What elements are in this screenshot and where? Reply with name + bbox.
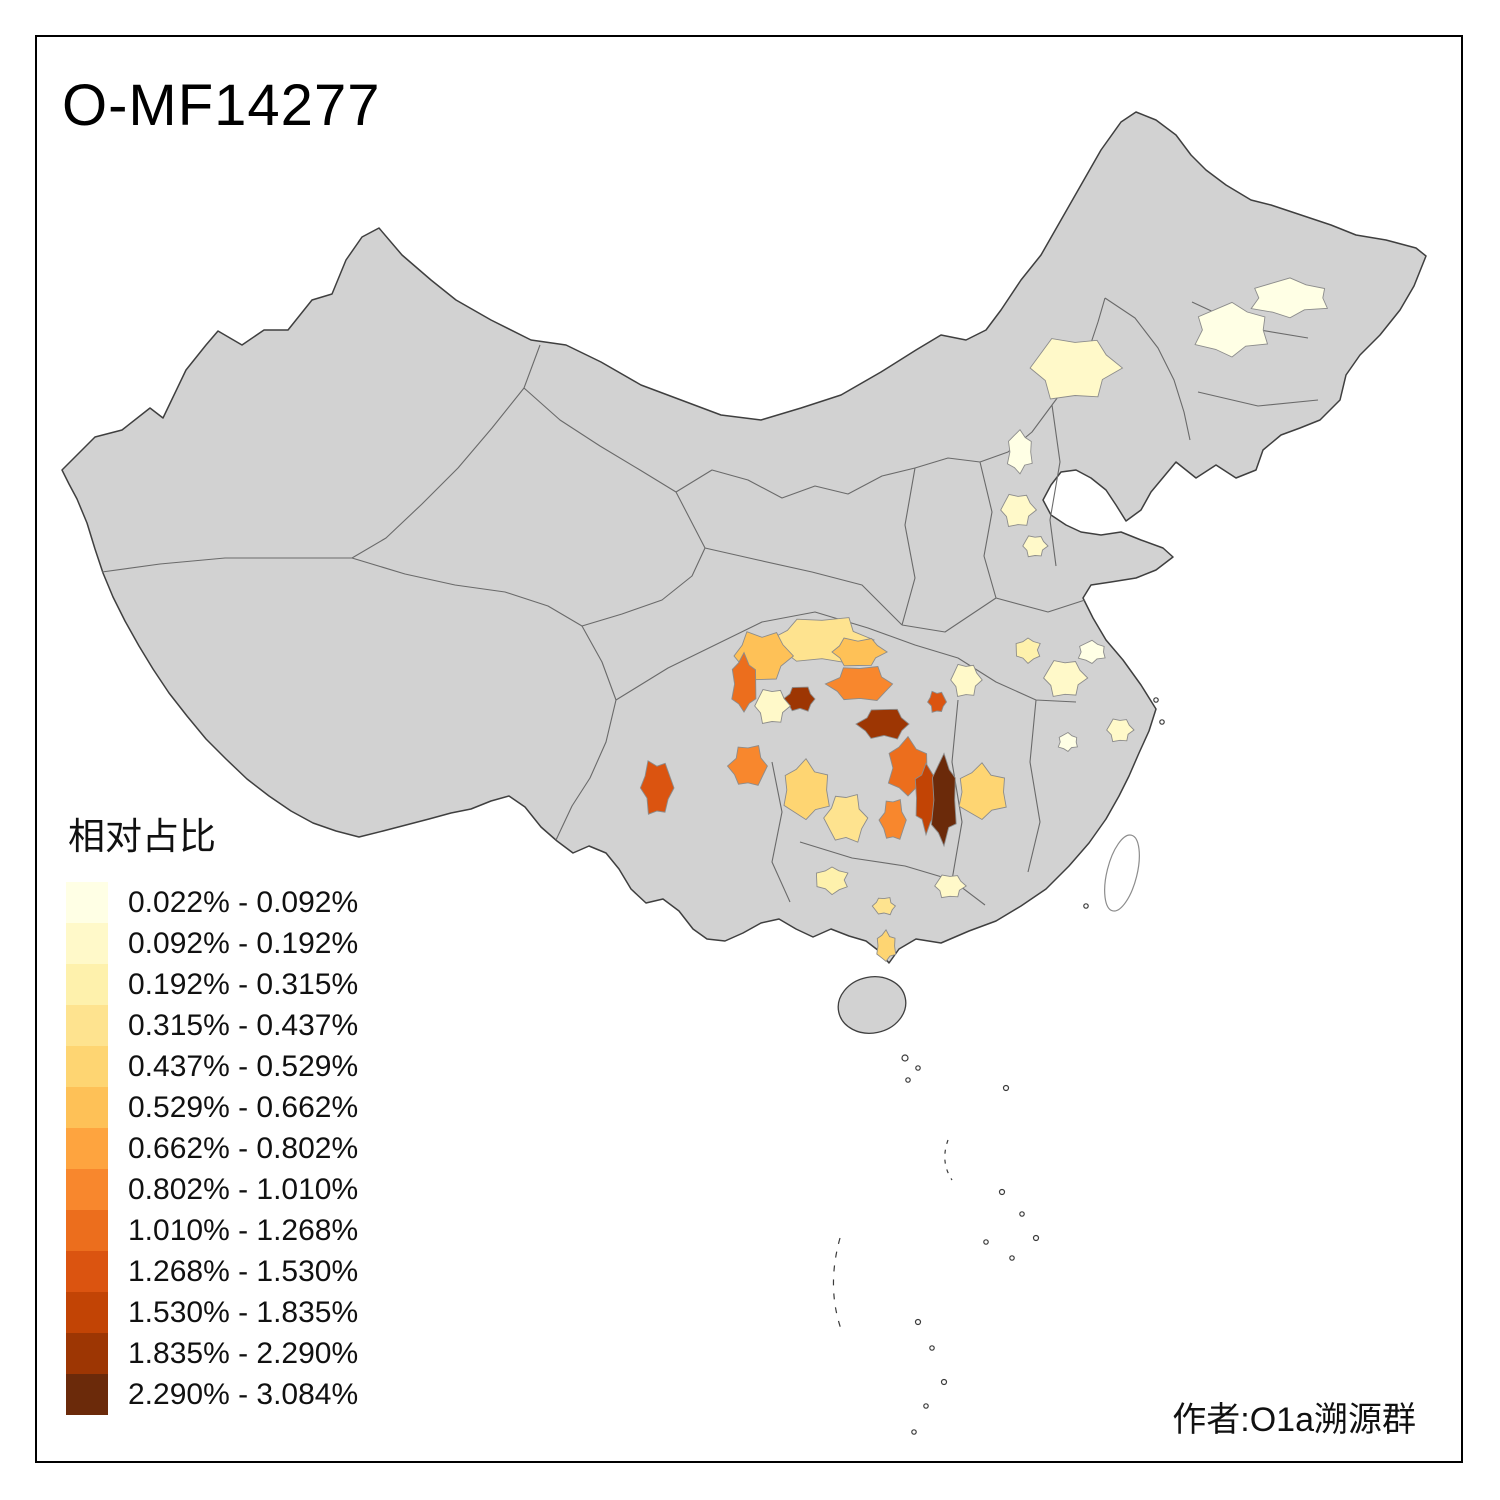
map-region xyxy=(878,799,907,840)
legend-title: 相对占比 xyxy=(68,816,216,857)
map-region xyxy=(1000,493,1038,528)
map-region xyxy=(726,745,768,786)
legend-label: 0.802% - 1.010% xyxy=(128,1173,359,1206)
map-region xyxy=(934,874,967,899)
map-region xyxy=(1106,718,1135,743)
legend-item: 0.022% - 0.092% xyxy=(66,882,358,923)
map-region xyxy=(783,757,830,821)
legend-items: 0.022% - 0.092% 0.092% - 0.192% 0.192% - 0… xyxy=(66,882,358,1415)
map-region xyxy=(1043,660,1089,697)
legend-swatch xyxy=(66,1087,108,1128)
map-region xyxy=(871,897,897,916)
south-china-sea-islands xyxy=(832,697,1165,1435)
legend-swatch xyxy=(66,1292,108,1333)
legend-swatch xyxy=(66,923,108,964)
map-region xyxy=(831,637,888,667)
legend-label: 0.662% - 0.802% xyxy=(128,1132,359,1165)
legend-label: 1.010% - 1.268% xyxy=(128,1214,359,1247)
legend-label: 1.530% - 1.835% xyxy=(128,1296,359,1329)
legend-item: 2.290% - 3.084% xyxy=(66,1374,358,1415)
map-region xyxy=(1022,535,1049,558)
legend-label: 1.268% - 1.530% xyxy=(128,1255,359,1288)
legend-swatch xyxy=(66,964,108,1005)
legend-item: 1.530% - 1.835% xyxy=(66,1292,358,1333)
legend: 相对占比 0.022% - 0.092% 0.092% - 0.192% 0.192… xyxy=(66,806,358,1415)
map-region xyxy=(754,688,792,725)
map-region xyxy=(1077,639,1106,664)
map-region xyxy=(1029,338,1124,400)
map-region xyxy=(815,866,849,896)
legend-label: 0.529% - 0.662% xyxy=(128,1091,359,1124)
map-region xyxy=(855,708,910,740)
hainan-island xyxy=(837,976,907,1034)
legend-label: 0.315% - 0.437% xyxy=(128,1009,359,1042)
legend-swatch xyxy=(66,1251,108,1292)
map-region xyxy=(958,762,1007,821)
legend-swatch xyxy=(66,1128,108,1169)
taiwan-island xyxy=(1104,834,1140,912)
legend-item: 0.437% - 0.529% xyxy=(66,1046,358,1087)
legend-label: 1.835% - 2.290% xyxy=(128,1337,359,1370)
legend-swatch xyxy=(66,1374,108,1415)
map-region xyxy=(950,663,983,698)
map-region xyxy=(1057,731,1078,752)
legend-swatch xyxy=(66,1005,108,1046)
map-region xyxy=(876,928,897,962)
map-region xyxy=(1194,301,1269,358)
map-region xyxy=(930,752,957,848)
legend-label: 0.192% - 0.315% xyxy=(128,968,359,1001)
map-region xyxy=(639,760,675,815)
legend-swatch xyxy=(66,1333,108,1374)
map-region xyxy=(823,794,869,843)
legend-label: 0.092% - 0.192% xyxy=(128,927,359,960)
page-title: O-MF14277 xyxy=(62,73,381,138)
legend-item: 0.092% - 0.192% xyxy=(66,923,358,964)
map-region xyxy=(914,762,937,837)
legend-item: 1.835% - 2.290% xyxy=(66,1333,358,1374)
legend-swatch xyxy=(66,1046,108,1087)
map-region xyxy=(1015,637,1041,665)
author-credit: 作者:O1a溯源群 xyxy=(1172,1401,1416,1439)
choropleth-regions xyxy=(639,277,1329,962)
legend-item: 1.010% - 1.268% xyxy=(66,1210,358,1251)
map-region xyxy=(927,690,948,713)
legend-item: 0.662% - 0.802% xyxy=(66,1128,358,1169)
legend-item: 0.802% - 1.010% xyxy=(66,1169,358,1210)
mainland-region xyxy=(61,111,1427,964)
legend-item: 0.529% - 0.662% xyxy=(66,1087,358,1128)
map-region xyxy=(1250,277,1329,319)
legend-swatch xyxy=(66,882,108,923)
legend-item: 1.268% - 1.530% xyxy=(66,1251,358,1292)
legend-swatch xyxy=(66,1169,108,1210)
legend-label: 0.437% - 0.529% xyxy=(128,1050,359,1083)
legend-item: 0.192% - 0.315% xyxy=(66,964,358,1005)
map-region xyxy=(1006,428,1033,475)
legend-item: 0.315% - 0.437% xyxy=(66,1005,358,1046)
map-region xyxy=(731,651,757,713)
legend-label: 2.290% - 3.084% xyxy=(128,1378,359,1411)
map-region xyxy=(824,666,894,701)
legend-label: 0.022% - 0.092% xyxy=(128,886,359,919)
legend-swatch xyxy=(66,1210,108,1251)
